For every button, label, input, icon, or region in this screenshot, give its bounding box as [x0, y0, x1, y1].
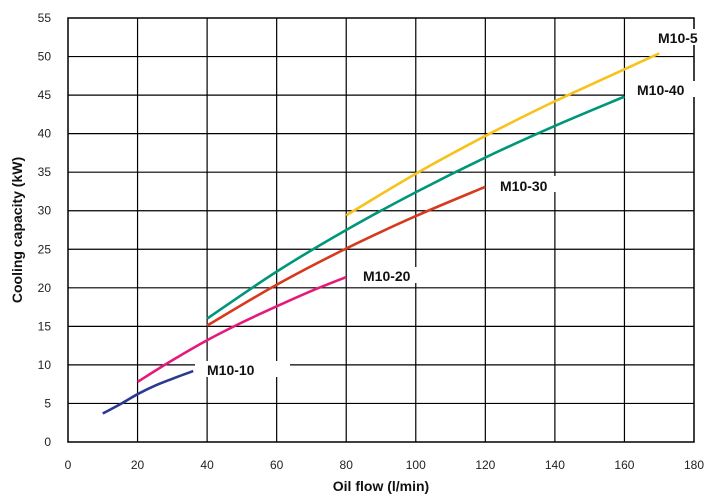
x-tick-label: 100: [406, 458, 426, 472]
y-tick-label: 30: [38, 204, 52, 218]
x-tick-label: 20: [131, 458, 145, 472]
x-tick-label: 0: [65, 458, 72, 472]
series-line-m10-40: [206, 95, 625, 320]
series-label-m10-40: M10-40: [637, 82, 685, 98]
x-tick-label: 80: [340, 458, 354, 472]
series-line-m10-20: [136, 275, 347, 383]
y-axis-title: Cooling capacity (kW): [9, 157, 25, 303]
x-tick-label: 40: [200, 458, 214, 472]
y-tick-label: 25: [38, 242, 52, 256]
x-tick-label: 120: [475, 458, 495, 472]
series-label-m10-50: M10-5: [658, 30, 698, 46]
y-tick-label: 40: [38, 127, 52, 141]
y-tick-label: 10: [38, 358, 52, 372]
series-label-m10-30: M10-30: [500, 178, 548, 194]
x-tick-label: 180: [684, 458, 704, 472]
tick-label-layer: 0 20 40 60 80 100 120 140 160 180 0 5 10 15 20 25 30 35 40…: [38, 11, 705, 472]
y-tick-label: 45: [38, 88, 52, 102]
y-tick-label: 35: [38, 165, 52, 179]
plot-frame: [67, 17, 695, 443]
y-tick-label: 0: [44, 435, 51, 449]
series-line-m10-50: [345, 52, 660, 217]
series-label-layer: M10-10 M10-20 M10-30 M10-40 M10-5: [195, 29, 710, 378]
y-tick-label: 50: [38, 50, 52, 64]
y-tick-label: 20: [38, 281, 52, 295]
series-line-m10-30: [206, 185, 486, 327]
x-axis-title: Oil flow (l/min): [333, 478, 429, 494]
series-label-m10-10: M10-10: [207, 362, 255, 378]
x-tick-label: 140: [545, 458, 565, 472]
series-layer: [102, 52, 660, 415]
x-tick-label: 60: [270, 458, 284, 472]
y-tick-label: 5: [44, 396, 51, 410]
series-label-m10-20: M10-20: [363, 268, 411, 284]
series-line-m10-10: [102, 369, 194, 415]
y-tick-label: 55: [38, 11, 52, 25]
x-tick-label: 160: [614, 458, 634, 472]
y-tick-label: 15: [38, 319, 52, 333]
